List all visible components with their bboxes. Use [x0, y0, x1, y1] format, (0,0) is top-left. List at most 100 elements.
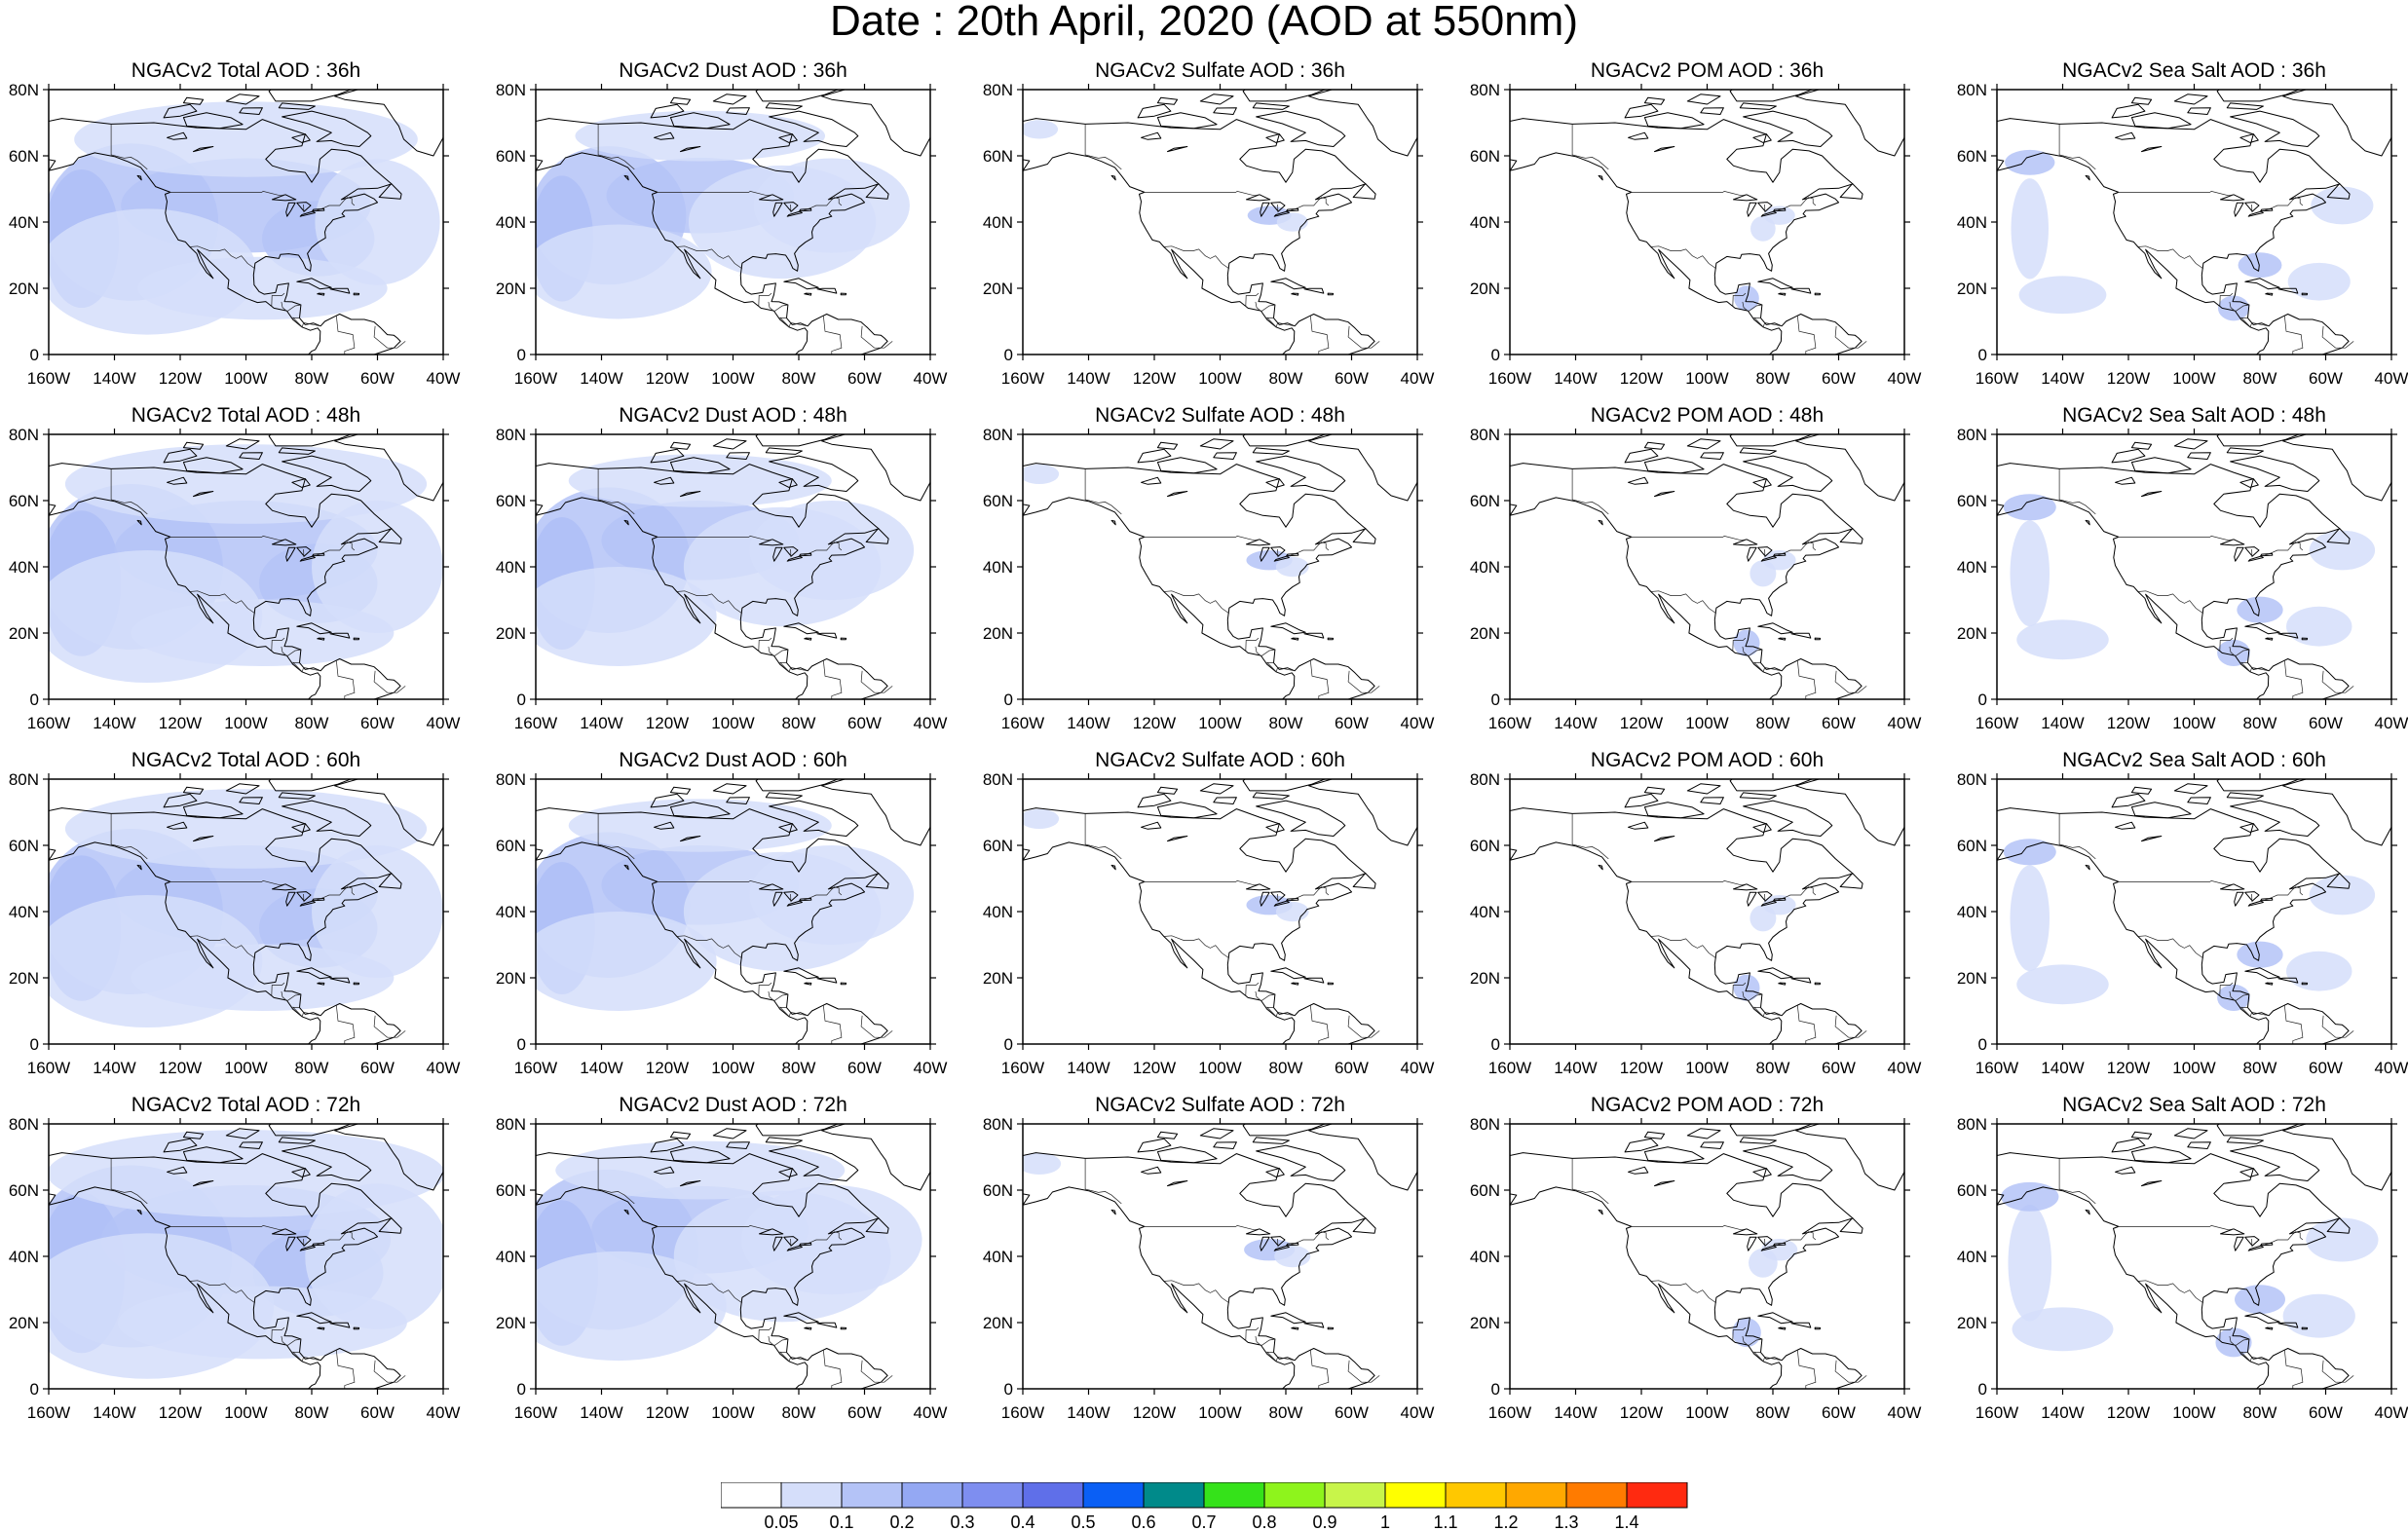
aod-region	[2003, 839, 2056, 866]
coastline	[1199, 1128, 1234, 1139]
border-line	[2058, 124, 2096, 170]
coastline	[1743, 1144, 1833, 1181]
aod-region	[131, 600, 395, 666]
lat-tick-label: 60N	[1957, 1181, 1987, 1200]
panel-title: NGACv2 Total AOD : 48h	[131, 404, 361, 427]
border-line	[2137, 245, 2204, 270]
coastline	[268, 90, 353, 102]
colorbar-swatch	[1384, 1482, 1447, 1509]
aod-region	[749, 845, 915, 945]
lon-tick-label: 100W	[1198, 369, 1241, 388]
lon-tick-label: 140W	[2041, 1403, 2084, 1422]
coastline	[1757, 1236, 1773, 1247]
coastline	[1654, 146, 1675, 153]
lat-tick-label: 40N	[496, 903, 526, 921]
coastline	[1778, 292, 1787, 296]
lon-tick-label: 60W	[1822, 714, 1856, 732]
coastline	[1303, 632, 1325, 639]
coastline	[1628, 476, 1649, 485]
coastline	[1510, 807, 1862, 1044]
coastline	[2085, 519, 2090, 526]
coastline	[1839, 528, 1863, 544]
coastline	[1286, 897, 1299, 902]
coastline	[2115, 131, 2136, 140]
coastline	[182, 786, 205, 795]
map-plot: 80N 60N 40N 20N 0 160W 140W 120W 100W 80W 60W 40W	[1957, 1115, 2408, 1422]
colorbar-label: 0.9	[1312, 1512, 1336, 1531]
coastline	[272, 883, 297, 891]
lon-tick-label: 160W	[1488, 369, 1531, 388]
border-line	[597, 124, 635, 170]
coastline	[378, 183, 402, 200]
map-panel: NGACv2 Sea Salt AOD : 60h 80N 60N 40N 20N 0 16…	[1957, 750, 2408, 1077]
border-line	[802, 886, 843, 902]
aod-region	[131, 945, 395, 1011]
coastline	[2277, 287, 2299, 294]
border-line	[822, 659, 843, 699]
coastline	[1654, 836, 1675, 842]
border-line	[291, 1351, 321, 1363]
coastline	[1643, 802, 1705, 819]
coastline	[2130, 1146, 2192, 1164]
coastline	[2244, 622, 2280, 635]
coastline	[1270, 622, 1306, 635]
panel-title: NGACv2 Dust AOD : 72h	[619, 1094, 847, 1116]
coastline	[1252, 792, 1290, 800]
coastline	[712, 93, 747, 105]
coastline	[1628, 821, 1649, 830]
coastline	[278, 1137, 316, 1144]
lon-tick-label: 60W	[847, 1403, 882, 1422]
coastline	[1733, 539, 1758, 546]
coastline	[239, 107, 263, 115]
border-line	[656, 536, 773, 541]
lon-tick-label: 160W	[27, 369, 70, 388]
coastline	[1246, 883, 1271, 891]
coastline	[1260, 546, 1270, 562]
map-plot: 80N 60N 40N 20N 0 160W 140W 120W 100W 80W 60W 40W	[1470, 81, 1922, 388]
coastline	[1598, 519, 1603, 526]
coastline	[2130, 441, 2153, 450]
lon-tick-label: 40W	[914, 1059, 948, 1077]
border-line	[1571, 1158, 1609, 1205]
border-line	[1571, 468, 1609, 515]
coastline	[1156, 441, 1179, 450]
border-line	[291, 317, 321, 328]
lat-tick-label: 0	[1491, 1035, 1500, 1054]
lat-tick-label: 80N	[983, 770, 1013, 789]
border-line	[758, 292, 772, 307]
border-line	[1255, 646, 1275, 657]
coastline	[1773, 1242, 1787, 1247]
coastline	[1141, 821, 1162, 830]
coastline	[650, 1138, 685, 1153]
coastline	[2244, 546, 2260, 557]
coastline	[840, 637, 847, 641]
coastline	[282, 110, 372, 147]
lon-tick-label: 60W	[1335, 1059, 1369, 1077]
lon-tick-label: 140W	[580, 1059, 622, 1077]
border-line	[758, 1326, 772, 1341]
lat-tick-label: 60N	[9, 147, 39, 166]
coastline	[239, 452, 263, 460]
coastline	[268, 434, 353, 447]
coastline	[654, 821, 675, 830]
lon-tick-label: 160W	[1001, 714, 1044, 732]
coastline	[2260, 552, 2274, 557]
coastline	[1773, 897, 1787, 902]
coastline	[778, 478, 798, 488]
coastline	[1729, 90, 1814, 102]
border-line	[778, 317, 809, 328]
coastline	[378, 528, 402, 544]
coastline	[1733, 883, 1758, 891]
coastline	[167, 131, 188, 140]
lat-tick-label: 40N	[983, 558, 1013, 577]
coastline	[772, 1236, 783, 1251]
lon-tick-label: 80W	[295, 714, 329, 732]
border-line	[1752, 317, 1783, 328]
coastline	[182, 457, 244, 474]
border-line	[189, 245, 256, 270]
lon-tick-label: 80W	[1269, 369, 1303, 388]
lat-tick-label: 80N	[1470, 81, 1500, 99]
border-line	[1143, 536, 1260, 541]
lon-tick-label: 100W	[2172, 714, 2215, 732]
coastline	[1743, 110, 1833, 147]
